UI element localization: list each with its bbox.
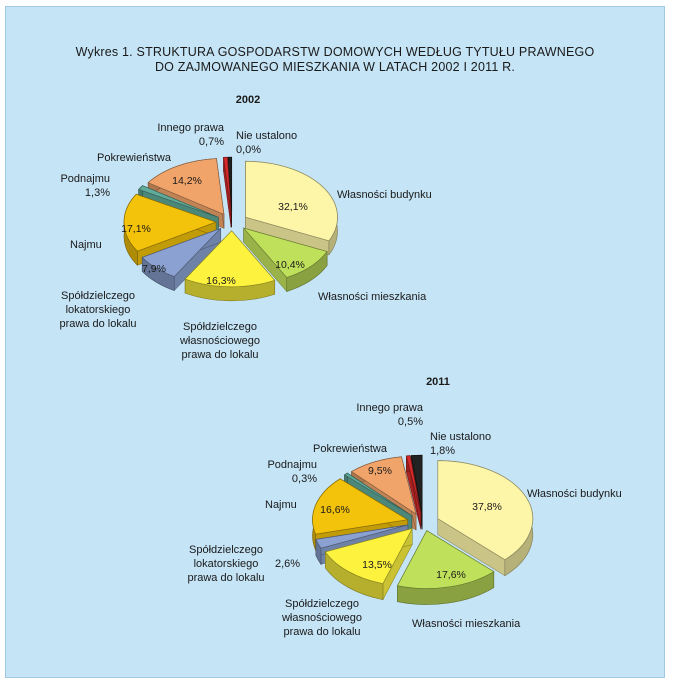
pct-2002-pokrew: 14,2%	[172, 175, 202, 187]
slice-2002-innego	[223, 156, 232, 228]
pie-2002	[123, 156, 338, 302]
label-2002-najmu: Najmu	[70, 239, 102, 251]
label-2011-innego-pct: 0,5%	[398, 416, 423, 428]
pct-2011-pokrew: 9,5%	[368, 465, 392, 477]
slice-2002-mieszkania	[242, 227, 328, 293]
labels-2011: 2011 Własności budynku Własności mieszka…	[187, 376, 621, 638]
label-2002-pokrew: Pokrewieństwa	[97, 152, 172, 164]
slice-2002-wlasn	[184, 230, 276, 302]
label-2002-nieust-pct: 0,0%	[236, 144, 261, 156]
pie-title-2011: 2011	[426, 376, 450, 388]
slice-2011-innego	[405, 455, 422, 530]
slice-2011-budynku	[437, 460, 534, 577]
slice-2011-wlasn	[324, 527, 413, 601]
label-2002-nieust: Nie ustalono	[236, 130, 297, 142]
chart-title-line2: DO ZAJMOWANEGO MIESZKANIA W LATACH 2002 …	[154, 60, 516, 74]
chart-title-line1: Wykres 1. STRUKTURA GOSPODARSTW DOMOWYCH…	[75, 45, 595, 59]
slice-2002-najmu	[123, 193, 218, 266]
pct-2011-najmu: 16,6%	[320, 504, 350, 516]
label-2011-podnajmu: Podnajmu	[267, 459, 317, 471]
label-2011-budynku: Własności budynku	[527, 488, 622, 500]
label-2011-lokat-pct: 2,6%	[275, 558, 300, 570]
label-2002-wlasn-3: prawa do lokalu	[181, 349, 258, 361]
label-2011-lokat-3: prawa do lokalu	[187, 572, 264, 584]
slice-2002-lokat	[141, 227, 222, 292]
pct-2011-mieszkania: 17,6%	[436, 569, 466, 581]
label-2011-nieust-pct: 1,8%	[430, 445, 455, 457]
label-2002-innego: Innego prawa	[157, 122, 225, 134]
chart-title: Wykres 1. STRUKTURA GOSPODARSTW DOMOWYCH…	[6, 45, 664, 75]
label-2002-budynku: Własności budynku	[337, 189, 432, 201]
label-2011-lokat-1: Spółdzielczego	[189, 544, 263, 556]
label-2002-podnajmu-pct: 1,3%	[85, 187, 110, 199]
label-2011-wlasn-2: własnościowego	[281, 612, 362, 624]
label-2011-innego: Innego prawa	[356, 402, 424, 414]
pct-2011-budynku: 37,8%	[472, 501, 502, 513]
pct-2002-lokat: 7,9%	[142, 263, 166, 275]
label-2002-wlasn-2: własnościowego	[179, 335, 260, 347]
label-2002-innego-pct: 0,7%	[199, 136, 224, 148]
label-2011-wlasn-1: Spółdzielczego	[285, 598, 359, 610]
label-2011-wlasn-3: prawa do lokalu	[283, 626, 360, 638]
slice-2011-mieszkania	[396, 530, 495, 605]
pct-2002-budynku: 32,1%	[278, 201, 308, 213]
label-2011-najmu: Najmu	[265, 499, 297, 511]
pct-2002-najmu: 17,1%	[121, 223, 151, 235]
label-2011-podnajmu-pct: 0,3%	[292, 473, 317, 485]
labels-2002: 2002 Własności budynku Własności mieszka…	[59, 94, 431, 361]
label-2011-lokat-2: lokatorskiego	[194, 558, 259, 570]
pct-2011-wlasn: 13,5%	[362, 559, 392, 571]
pct-2002-mieszkania: 10,4%	[275, 259, 305, 271]
label-2011-mieszkania: Własności mieszkania	[412, 618, 521, 630]
slice-2002-budynku	[245, 160, 338, 256]
label-2002-mieszkania: Własności mieszkania	[318, 291, 427, 303]
label-2011-pokrew: Pokrewieństwa	[313, 443, 388, 455]
label-2002-lokat-2: lokatorskiego	[66, 304, 131, 316]
label-2002-wlasn-1: Spółdzielczego	[183, 321, 257, 333]
label-2002-lokat-1: Spółdzielczego	[61, 290, 135, 302]
label-2011-nieust: Nie ustalono	[430, 431, 491, 443]
pie-title-2002: 2002	[236, 94, 260, 106]
label-2002-podnajmu: Podnajmu	[60, 173, 110, 185]
pct-2002-wlasn: 16,3%	[206, 275, 236, 287]
pie-2011	[312, 454, 534, 605]
label-2002-lokat-3: prawa do lokalu	[59, 318, 136, 330]
